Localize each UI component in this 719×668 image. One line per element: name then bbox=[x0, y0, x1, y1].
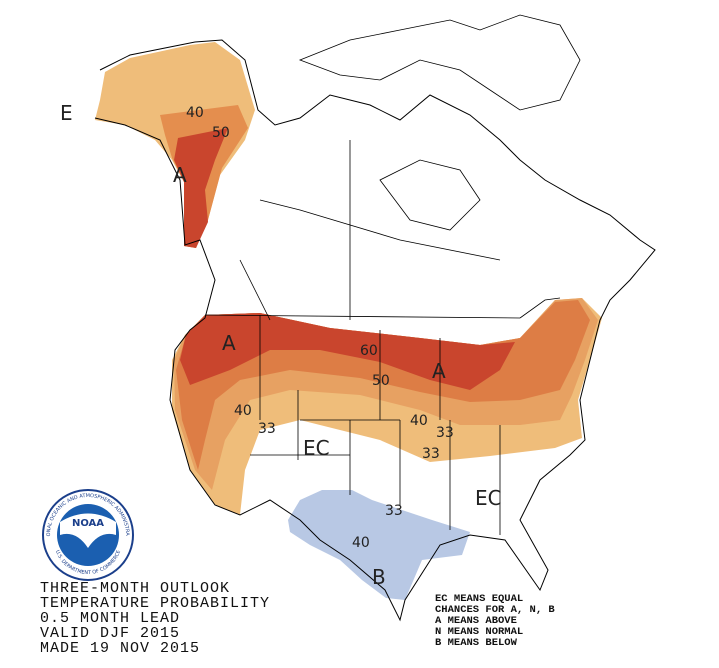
legend-line: CHANCES FOR A, N, B bbox=[435, 604, 555, 616]
map-label: 33 bbox=[422, 446, 440, 462]
map-label: 33 bbox=[385, 503, 403, 519]
title-block: THREE-MONTH OUTLOOK TEMPERATURE PROBABIL… bbox=[40, 580, 270, 657]
logo-bird bbox=[60, 513, 116, 548]
title-line: MADE 19 NOV 2015 bbox=[40, 640, 200, 657]
above-60-region bbox=[180, 313, 515, 390]
map-label: 40 bbox=[234, 403, 252, 419]
above-50-region bbox=[174, 128, 228, 248]
legend-line: B MEANS BELOW bbox=[435, 637, 518, 649]
map-label: 40 bbox=[352, 535, 370, 551]
map-label: B bbox=[372, 565, 386, 589]
map-label: 40 bbox=[410, 413, 428, 429]
map-label: 50 bbox=[212, 125, 230, 141]
title-line: THREE-MONTH OUTLOOK bbox=[40, 580, 230, 597]
below-region bbox=[288, 490, 470, 600]
legend-line: N MEANS NORMAL bbox=[435, 626, 523, 638]
title-line: VALID DJF 2015 bbox=[40, 625, 180, 642]
map-label: 33 bbox=[258, 421, 276, 437]
legend: EC MEANS EQUAL CHANCES FOR A, N, B A MEA… bbox=[435, 593, 555, 649]
map-label: 50 bbox=[372, 373, 390, 389]
map-label: A bbox=[173, 163, 187, 187]
coastline bbox=[94, 39, 656, 622]
logo-text: NOAA bbox=[72, 518, 104, 529]
title-line: 0.5 MONTH LEAD bbox=[40, 610, 180, 627]
map-label: E bbox=[60, 101, 73, 125]
legend-line: EC MEANS EQUAL bbox=[435, 593, 523, 605]
map-label: 40 bbox=[186, 105, 204, 121]
map-label: A bbox=[222, 331, 236, 355]
legend-line: A MEANS ABOVE bbox=[435, 615, 517, 627]
map-label: 33 bbox=[436, 425, 454, 441]
title-line: TEMPERATURE PROBABILITY bbox=[40, 595, 270, 612]
map-label: EC bbox=[475, 486, 502, 510]
map-label: 60 bbox=[360, 343, 378, 359]
island-outline bbox=[298, 14, 581, 231]
map-label: A bbox=[432, 359, 446, 383]
state-border bbox=[204, 140, 561, 535]
map-label: EC bbox=[303, 436, 330, 460]
